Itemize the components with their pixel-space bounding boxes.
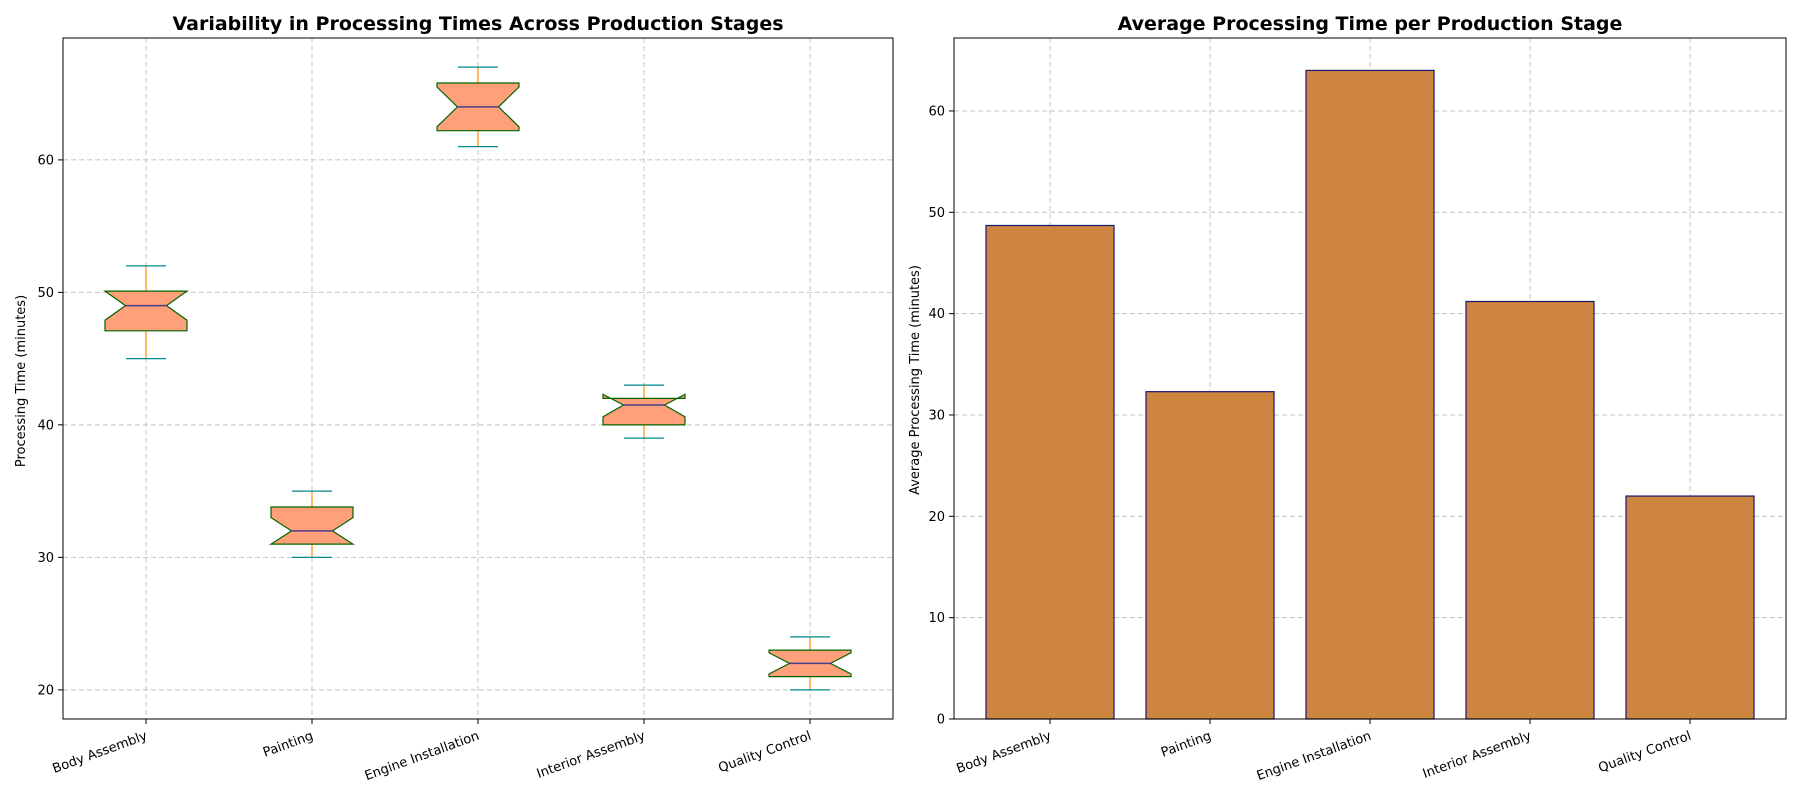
box-y-tick-label: 30 bbox=[37, 551, 54, 566]
bar-2 bbox=[1305, 69, 1435, 720]
box-3 bbox=[602, 384, 686, 439]
bar-x-tick-label: Quality Control bbox=[1597, 729, 1694, 776]
bar-chart-title: Average Processing Time per Production S… bbox=[1118, 13, 1623, 35]
box-y-tick-label: 40 bbox=[37, 418, 54, 433]
box-x-tick-label: Interior Assembly bbox=[535, 729, 648, 782]
bar-chart: Average Processing Time per Production S… bbox=[908, 13, 1787, 784]
bar-y-tick-label: 40 bbox=[928, 307, 945, 322]
bar-x-tick-label: Engine Installation bbox=[1255, 729, 1374, 784]
bar-x-tick-label: Body Assembly bbox=[955, 729, 1054, 777]
box-chart-y-axis-label: Processing Time (minutes) bbox=[14, 295, 29, 467]
box-plot-chart: Variability in Processing Times Across P… bbox=[14, 13, 894, 784]
bar-x-tick-label: Interior Assembly bbox=[1421, 729, 1534, 782]
bar-4 bbox=[1625, 495, 1755, 720]
bar-chart-marks bbox=[985, 69, 1755, 720]
box-1 bbox=[268, 490, 356, 558]
bar-y-tick-label: 10 bbox=[928, 611, 945, 626]
box-chart-y-ticks: 20 30 40 50 60 bbox=[37, 153, 63, 698]
box-y-tick-label: 60 bbox=[37, 153, 54, 168]
bar-y-tick-label: 0 bbox=[937, 713, 945, 728]
box-4 bbox=[768, 636, 852, 691]
box-body bbox=[268, 506, 356, 545]
bar-chart-y-ticks: 0 10 20 30 40 50 60 bbox=[928, 104, 954, 728]
box-chart-marks bbox=[103, 66, 852, 691]
bar-y-tick-label: 30 bbox=[928, 408, 945, 423]
box-x-tick-label: Quality Control bbox=[717, 729, 814, 776]
box-2 bbox=[436, 66, 520, 148]
box-body bbox=[602, 393, 686, 426]
bar-chart-y-axis-label: Average Processing Time (minutes) bbox=[908, 265, 923, 495]
bar-chart-x-ticks: Body Assembly Painting Engine Installation… bbox=[955, 719, 1694, 784]
bar-x-tick-label: Painting bbox=[1159, 729, 1213, 761]
bar-y-tick-label: 60 bbox=[928, 104, 945, 119]
bar-chart-frame bbox=[953, 37, 1787, 720]
bar-y-tick-label: 50 bbox=[928, 206, 945, 221]
box-x-tick-label: Engine Installation bbox=[363, 729, 482, 784]
bar-0 bbox=[985, 224, 1115, 720]
box-x-tick-label: Body Assembly bbox=[51, 729, 150, 777]
box-chart-grid bbox=[63, 38, 893, 719]
box-0 bbox=[103, 265, 189, 360]
bar-3 bbox=[1465, 300, 1595, 720]
box-x-tick-label: Painting bbox=[261, 729, 315, 761]
bar-y-tick-label: 20 bbox=[928, 510, 945, 525]
bar-1 bbox=[1145, 391, 1275, 720]
box-chart-x-ticks: Body Assembly Painting Engine Installation… bbox=[51, 719, 814, 784]
box-chart-frame bbox=[62, 37, 894, 720]
box-y-tick-label: 50 bbox=[37, 286, 54, 301]
box-body bbox=[103, 290, 189, 332]
box-chart-title: Variability in Processing Times Across P… bbox=[172, 13, 783, 35]
box-y-tick-label: 20 bbox=[37, 683, 54, 698]
